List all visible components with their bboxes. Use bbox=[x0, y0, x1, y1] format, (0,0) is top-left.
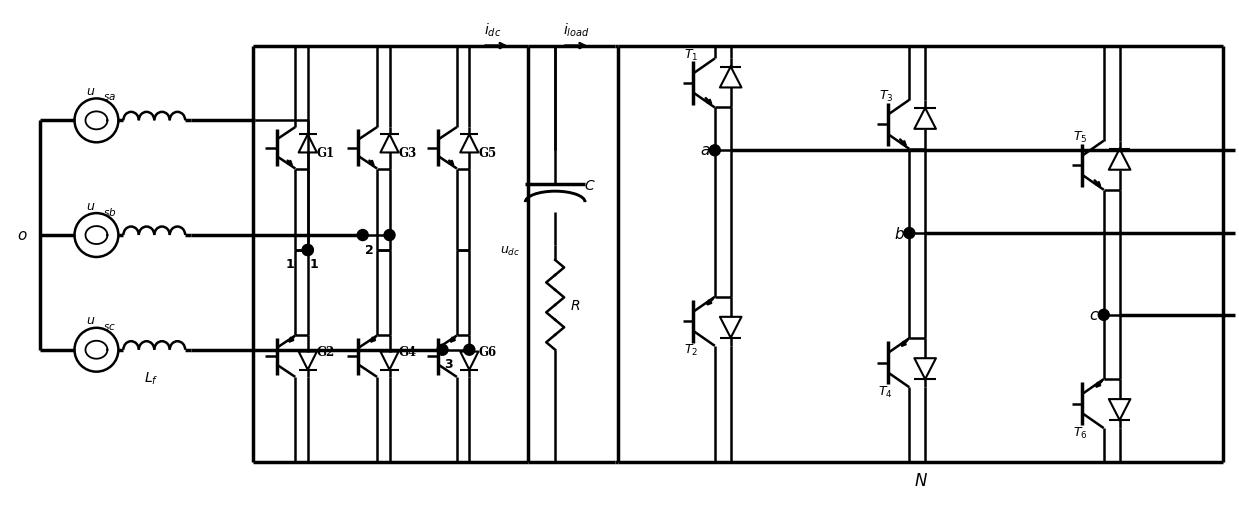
Text: $\mathit{sa}$: $\mathit{sa}$ bbox=[103, 92, 116, 102]
Text: G5: G5 bbox=[478, 147, 497, 160]
Text: $\mathit{u}$: $\mathit{u}$ bbox=[85, 85, 95, 98]
Text: $\mathit{o}$: $\mathit{o}$ bbox=[17, 229, 27, 242]
Circle shape bbox=[302, 245, 313, 256]
Text: $T_5$: $T_5$ bbox=[1073, 130, 1088, 145]
Circle shape bbox=[903, 228, 914, 239]
Text: G3: G3 bbox=[399, 147, 416, 160]
Text: $\mathit{i_{dc}}$: $\mathit{i_{dc}}$ bbox=[483, 22, 501, 39]
Text: $\mathit{c}$: $\mathit{c}$ bbox=[1089, 308, 1099, 322]
Circle shape bbox=[463, 344, 475, 356]
Text: $T_3$: $T_3$ bbox=[878, 89, 893, 104]
Text: $T_1$: $T_1$ bbox=[684, 48, 699, 63]
Circle shape bbox=[437, 344, 449, 356]
Text: $T_6$: $T_6$ bbox=[1073, 425, 1088, 440]
Text: $\mathit{u}$: $\mathit{u}$ bbox=[85, 314, 95, 327]
Circle shape bbox=[357, 230, 368, 241]
Text: $T_2$: $T_2$ bbox=[684, 342, 699, 358]
Text: G4: G4 bbox=[399, 345, 416, 358]
Circle shape bbox=[1098, 310, 1109, 321]
Text: $\mathit{L_f}$: $\mathit{L_f}$ bbox=[144, 370, 159, 386]
Text: $\mathit{N}$: $\mathit{N}$ bbox=[913, 472, 928, 489]
Text: G1: G1 bbox=[317, 147, 335, 160]
Text: $\mathbf{3}$: $\mathbf{3}$ bbox=[444, 358, 453, 371]
Text: $\mathit{a}$: $\mathit{a}$ bbox=[700, 144, 710, 158]
Text: G6: G6 bbox=[478, 345, 497, 358]
Text: $\mathbf{1}$: $\mathbf{1}$ bbox=[285, 258, 295, 271]
Text: $\mathit{i_{load}}$: $\mathit{i_{load}}$ bbox=[563, 22, 590, 39]
Text: $\mathit{u_{dc}}$: $\mathit{u_{dc}}$ bbox=[501, 244, 520, 257]
Text: $\mathit{u}$: $\mathit{u}$ bbox=[85, 199, 95, 212]
Circle shape bbox=[302, 245, 313, 256]
Text: $\mathit{C}$: $\mathit{C}$ bbox=[585, 179, 596, 193]
Text: $\mathit{sc}$: $\mathit{sc}$ bbox=[103, 321, 116, 331]
Text: $\mathbf{2}$: $\mathbf{2}$ bbox=[364, 243, 373, 256]
Text: $\mathbf{1}$: $\mathbf{1}$ bbox=[309, 258, 318, 271]
Text: $T_4$: $T_4$ bbox=[878, 384, 893, 399]
Circle shape bbox=[710, 145, 720, 157]
Text: $\mathit{sb}$: $\mathit{sb}$ bbox=[103, 206, 116, 218]
Text: G2: G2 bbox=[317, 345, 335, 358]
Text: $\mathit{b}$: $\mathit{b}$ bbox=[895, 226, 906, 241]
Circle shape bbox=[384, 230, 395, 241]
Text: $\mathit{R}$: $\mathit{R}$ bbox=[570, 298, 580, 312]
